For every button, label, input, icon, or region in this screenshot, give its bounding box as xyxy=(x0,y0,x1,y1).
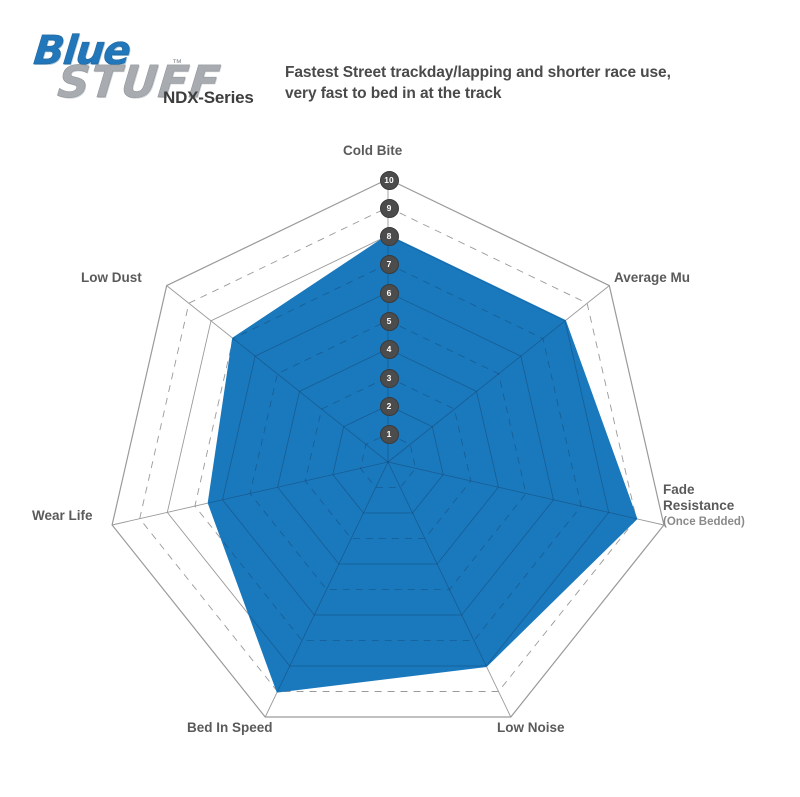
header: Blue STUFF ™ NDX-Series Fastest Street t… xyxy=(0,0,800,130)
scale-marker-3: 3 xyxy=(379,368,399,388)
series-name: NDX-Series xyxy=(163,88,254,107)
radar-chart: Cold Bite Average Mu Fade Resistance (On… xyxy=(0,130,800,797)
fade-line1: Fade xyxy=(663,482,695,497)
axis-label-fade-resistance-main: Fade Resistance xyxy=(663,482,745,514)
axis-label-cold-bite: Cold Bite xyxy=(343,143,403,158)
axis-label-average-mu: Average Mu xyxy=(614,270,691,285)
radar-series-polygon-0 xyxy=(207,234,638,693)
scale-marker-7: 7 xyxy=(379,255,399,275)
tagline-text: Fastest Street trackday/lapping and shor… xyxy=(285,64,671,102)
scale-marker-5: 5 xyxy=(379,312,399,331)
axis-label-bed-in-speed: Bed In Speed xyxy=(187,720,273,735)
trademark-symbol: ™ xyxy=(172,58,182,69)
radar-series-layer xyxy=(207,234,638,693)
radar-grid-overlay-ring-3 xyxy=(304,376,472,539)
scale-marker-8: 8 xyxy=(379,227,399,247)
fade-line2: Resistance xyxy=(663,498,735,513)
scale-marker-1: 1 xyxy=(379,425,399,445)
axis-label-wear-life: Wear Life xyxy=(32,508,93,523)
radar-grid-overlay-ring-8 xyxy=(208,235,610,667)
radar-chart-svg xyxy=(111,178,665,718)
radar-spoke-overlay-6 xyxy=(208,285,389,463)
radar-grid-overlay-ring-1 xyxy=(359,433,417,488)
scale-marker-2: 2 xyxy=(379,396,399,416)
axis-label-fade-resistance: Fade Resistance (Once Bedded) xyxy=(663,482,745,530)
axis-label-low-noise: Low Noise xyxy=(497,720,565,735)
scale-marker-4: 4 xyxy=(379,340,399,360)
axis-label-low-dust: Low Dust xyxy=(81,270,142,285)
scale-marker-6: 6 xyxy=(379,283,399,303)
radar-grid-ring-9 xyxy=(139,206,637,692)
radar-spoke-overlay-5 xyxy=(208,461,389,526)
radar-spoke-overlay-4 xyxy=(264,461,389,692)
brand-logo: Blue STUFF ™ xyxy=(31,28,223,109)
radar-spoke-overlay-2 xyxy=(387,461,637,526)
scale-marker-10: 10 xyxy=(379,170,399,190)
radar-grid-overlay-ring-4 xyxy=(277,348,499,565)
radar-grid-overlay-ring-6 xyxy=(222,291,554,616)
radar-grid-overlay-ring-2 xyxy=(332,404,444,514)
radar-grid-ring-10 xyxy=(111,178,665,718)
scale-marker-9: 9 xyxy=(379,198,399,218)
radar-grid-overlay-ring-5 xyxy=(249,320,527,590)
axis-label-fade-resistance-sub: (Once Bedded) xyxy=(663,516,745,528)
